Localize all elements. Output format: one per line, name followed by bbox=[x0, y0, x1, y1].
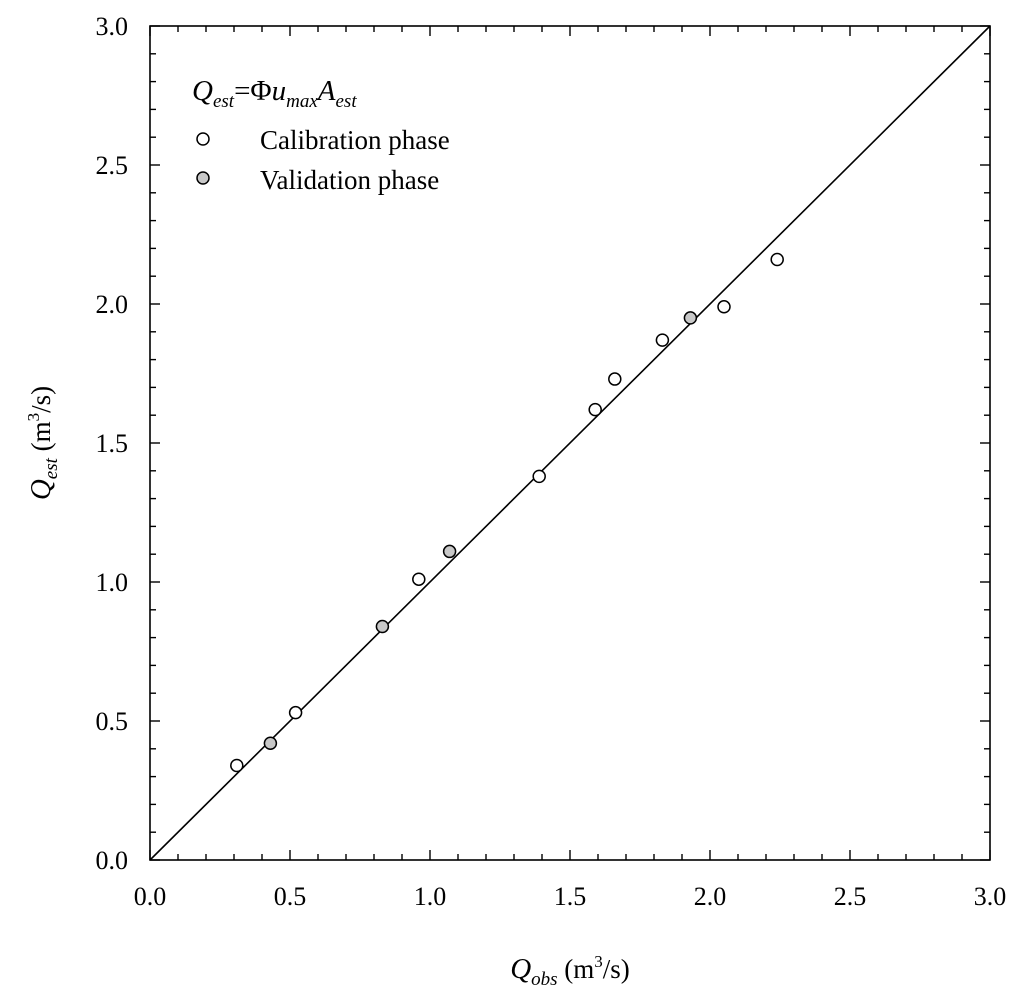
data-points bbox=[230, 252, 784, 773]
y-tick-label: 2.5 bbox=[96, 151, 129, 180]
one-to-one-line bbox=[149, 25, 991, 861]
x-tick-label: 0.5 bbox=[274, 882, 307, 911]
data-point-validation bbox=[683, 311, 698, 325]
data-point-validation bbox=[442, 544, 457, 559]
data-point-calibration bbox=[230, 758, 244, 773]
x-tick-label: 1.0 bbox=[414, 882, 447, 911]
y-tick-label: 2.0 bbox=[96, 290, 129, 319]
data-point-calibration bbox=[770, 252, 784, 267]
equation-label: Qest=ΦumaxAest bbox=[192, 75, 357, 112]
legend-label-calibration: Calibration phase bbox=[260, 125, 450, 155]
x-axis-title: Qobs (m3/s) bbox=[510, 952, 630, 990]
data-point-calibration bbox=[717, 300, 731, 314]
data-point-calibration bbox=[588, 402, 602, 417]
x-tick-label: 3.0 bbox=[974, 882, 1007, 911]
data-point-calibration bbox=[532, 469, 546, 484]
y-tick-label: 0.0 bbox=[96, 846, 129, 875]
data-point-calibration bbox=[655, 333, 670, 347]
reference-line-group bbox=[149, 25, 991, 861]
x-tick-label: 0.0 bbox=[134, 882, 167, 911]
legend: Qest=ΦumaxAest Calibration phase Validat… bbox=[192, 75, 450, 195]
x-tick-label: 2.0 bbox=[694, 882, 727, 911]
data-point-calibration bbox=[608, 372, 622, 386]
legend-label-validation: Validation phase bbox=[260, 165, 439, 195]
y-axis-title: Qest (m3/s) bbox=[24, 386, 62, 500]
y-tick-label: 1.5 bbox=[96, 429, 129, 458]
data-point-calibration bbox=[288, 705, 303, 720]
y-tick-label: 0.5 bbox=[96, 707, 129, 736]
ticks: 0.0 0.5 1.0 1.5 2.0 2.5 3.0 0.0 0.5 1.0 1.5 2.0 2.5 3… bbox=[96, 12, 1007, 911]
x-tick-label: 1.5 bbox=[554, 882, 587, 911]
legend-marker-validation bbox=[196, 171, 210, 185]
data-point-validation bbox=[375, 619, 390, 634]
data-point-calibration bbox=[412, 572, 426, 586]
data-point-validation bbox=[263, 736, 278, 750]
x-tick-label: 2.5 bbox=[834, 882, 867, 911]
y-tick-label: 3.0 bbox=[96, 12, 129, 41]
y-tick-label: 1.0 bbox=[96, 568, 129, 597]
legend-marker-calibration bbox=[196, 132, 210, 146]
